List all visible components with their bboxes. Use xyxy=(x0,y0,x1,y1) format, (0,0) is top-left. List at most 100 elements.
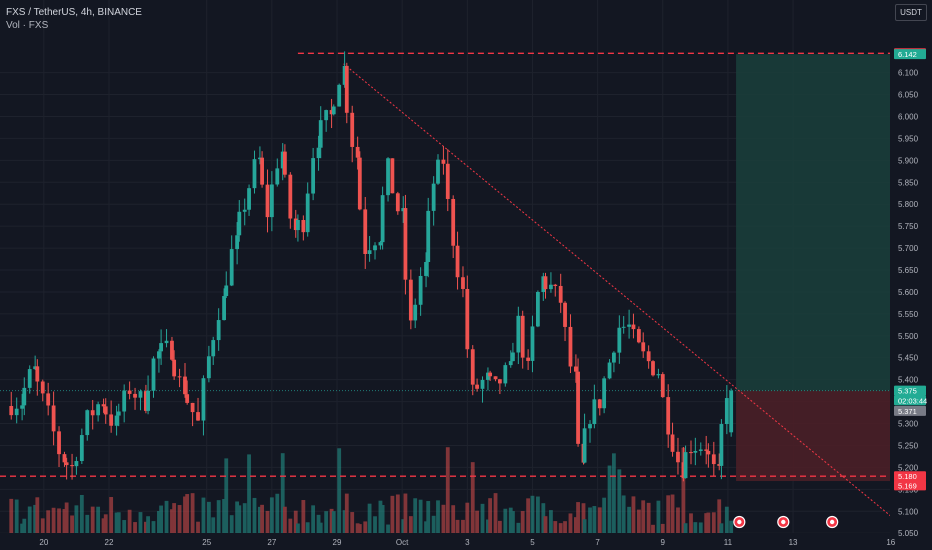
volume-bar xyxy=(631,496,636,533)
candle-body xyxy=(717,464,722,466)
volume-bar xyxy=(602,497,607,533)
candle-body xyxy=(493,376,498,380)
price-tick-label: 5.850 xyxy=(898,178,919,187)
candle-body xyxy=(508,361,513,366)
time-tick-label: 3 xyxy=(465,538,470,547)
volume-bar xyxy=(22,518,27,533)
volume-bar xyxy=(597,507,602,533)
volume-bar xyxy=(280,453,285,533)
volume-bar xyxy=(350,512,355,533)
candle-body xyxy=(103,406,108,415)
volume-bar xyxy=(373,516,377,533)
candle-body xyxy=(511,352,515,362)
price-tick-label: 5.900 xyxy=(898,156,919,165)
volume-bar xyxy=(530,495,535,533)
volume-bar xyxy=(413,498,418,533)
volume-bar xyxy=(627,506,632,533)
candle-body xyxy=(530,326,535,361)
candle-body xyxy=(90,410,95,416)
volume-bar xyxy=(535,496,540,533)
volume-bar xyxy=(101,518,106,533)
candle-body xyxy=(350,112,355,147)
candles xyxy=(9,51,734,482)
candle-body xyxy=(265,184,270,218)
volume-bar xyxy=(206,501,211,533)
candle-body xyxy=(144,391,148,411)
volume-bar xyxy=(563,521,567,533)
candle-body xyxy=(196,412,200,421)
time-tick-label: 25 xyxy=(202,538,211,547)
volume-bar xyxy=(706,512,711,533)
volume-bar xyxy=(553,521,558,533)
candle-body xyxy=(64,462,69,466)
time-axis-bg xyxy=(0,533,890,550)
candle-body xyxy=(357,157,362,210)
candle-body xyxy=(689,452,693,454)
candle-body xyxy=(386,158,390,196)
candle-body xyxy=(114,415,119,426)
candle-body xyxy=(127,390,132,394)
price-tick-label: 5.600 xyxy=(898,288,919,297)
volume-bar xyxy=(390,495,395,533)
volume-legend: Vol · FXS xyxy=(6,20,49,31)
candle-body xyxy=(122,390,127,412)
price-label-box xyxy=(894,49,926,60)
candle-body xyxy=(211,340,216,357)
volume-bar xyxy=(144,521,148,533)
volume-bar xyxy=(475,510,479,533)
candle-body xyxy=(403,208,408,280)
price-label: 5.169 xyxy=(898,481,917,490)
candle-body xyxy=(229,249,234,286)
candle-body xyxy=(486,372,490,380)
volume-bar xyxy=(526,498,531,533)
volume-bar xyxy=(237,505,242,533)
volume-bar xyxy=(355,523,360,533)
price-tick-label: 5.800 xyxy=(898,200,919,209)
volume-bar xyxy=(96,506,101,533)
candle-body xyxy=(269,184,274,218)
candle-body xyxy=(480,379,485,389)
candle-body xyxy=(116,411,121,416)
volume-bar xyxy=(170,509,174,533)
volume-bar xyxy=(503,508,508,533)
volume-bar xyxy=(64,502,69,533)
candle-body xyxy=(441,159,446,164)
volume-bar xyxy=(660,523,665,533)
candle-body xyxy=(185,394,190,403)
volume-bar xyxy=(311,505,316,533)
volume-bar xyxy=(90,506,95,533)
candle-body xyxy=(282,151,287,175)
price-tick-label: 5.200 xyxy=(898,463,919,472)
event-marker-icon xyxy=(733,515,746,529)
volume-bar xyxy=(357,524,362,533)
time-tick-label: 22 xyxy=(105,538,114,547)
candle-body xyxy=(20,405,25,409)
candle-body xyxy=(252,159,257,189)
candle-body xyxy=(22,387,27,406)
price-tick-label: 6.000 xyxy=(898,112,919,121)
volume-bar xyxy=(689,513,693,533)
price-label: 02:03:44 xyxy=(898,396,927,405)
volume-bar xyxy=(275,493,280,533)
candle-body xyxy=(157,351,161,359)
candle-body xyxy=(627,324,632,327)
candle-body xyxy=(656,374,661,376)
candle-body xyxy=(395,193,400,212)
event-marker-icon xyxy=(777,515,790,529)
volume-bar xyxy=(363,521,368,533)
candle-body xyxy=(14,408,19,416)
chart-title: FXS / TetherUS, 4h, BINANCE xyxy=(6,7,142,18)
volume-bar xyxy=(252,497,257,533)
candle-body xyxy=(46,393,51,406)
candle-body xyxy=(190,402,195,413)
currency-unit-button[interactable]: USDT xyxy=(895,4,927,21)
candle-body xyxy=(85,410,90,436)
candle-body xyxy=(660,374,665,398)
candle-body xyxy=(390,158,395,194)
volume-bar xyxy=(247,454,251,533)
candle-body xyxy=(461,277,465,289)
candle-body xyxy=(681,462,686,479)
candle-body xyxy=(711,454,716,465)
candle-body xyxy=(408,279,413,321)
